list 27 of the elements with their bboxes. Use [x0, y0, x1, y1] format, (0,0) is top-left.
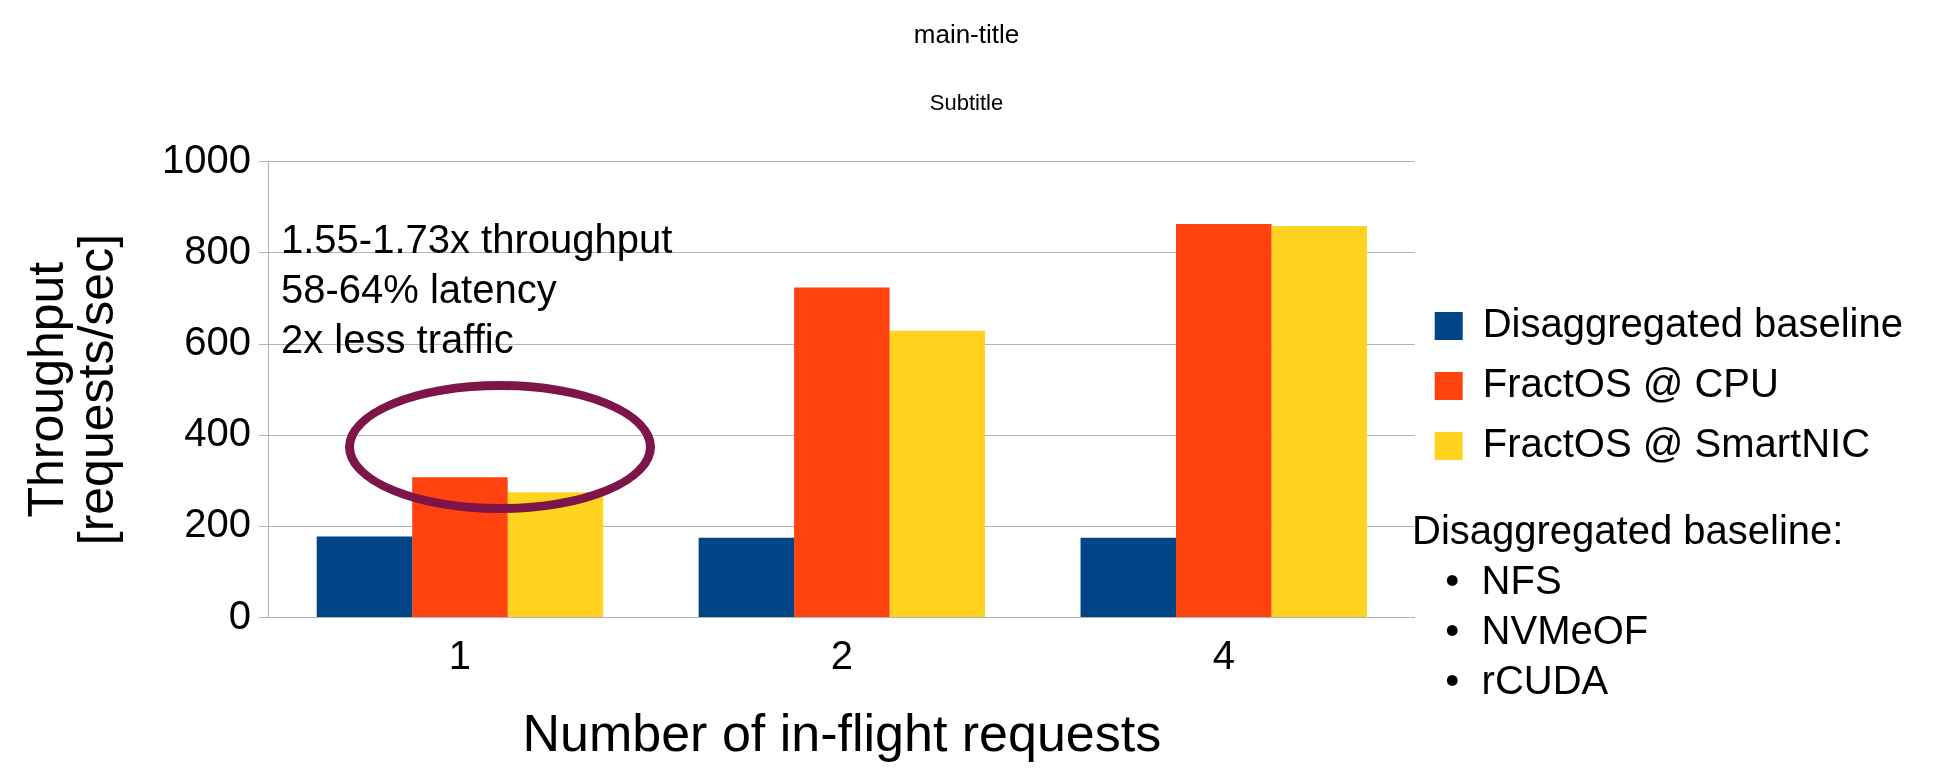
bar: [794, 287, 890, 618]
bar: [507, 492, 604, 618]
bar: [1271, 225, 1367, 618]
annotation: 1.55-1.73x throughput 58-64% latency 2x less traffic: [280, 216, 673, 361]
x-tick-label: 2: [830, 632, 853, 677]
y-tick-label: 200: [184, 501, 251, 546]
bar: [1080, 537, 1177, 618]
y-tick-label: 1000: [162, 136, 251, 181]
y-tick-label: 800: [184, 227, 251, 272]
x-tick-label: 1: [448, 632, 472, 677]
chart-subtitle: Subtitle: [929, 90, 1004, 116]
bar: [698, 537, 795, 618]
x-axis-title: Number of in-flight requests: [522, 704, 1162, 763]
y-axis-title: Throughput [requests/sec]: [17, 233, 124, 546]
legend-label: Disaggregated baseline: [1482, 301, 1903, 346]
bar: [1176, 224, 1272, 618]
bar: [316, 536, 413, 618]
legend-label: FractOS @ SmartNIC: [1482, 421, 1871, 466]
legend-label: FractOS @ CPU: [1482, 361, 1779, 406]
bar: [889, 330, 986, 618]
y-tick-label: 400: [184, 410, 251, 455]
annotation: Disaggregated baseline: • NFS • NVMeOF • rCUDA: [1412, 507, 1844, 704]
bar: [412, 477, 508, 618]
y-tick-label: 0: [228, 592, 251, 637]
chart-title: main-title: [913, 18, 1020, 49]
y-tick-label: 600: [184, 319, 251, 364]
x-tick-label: 4: [1212, 632, 1235, 677]
